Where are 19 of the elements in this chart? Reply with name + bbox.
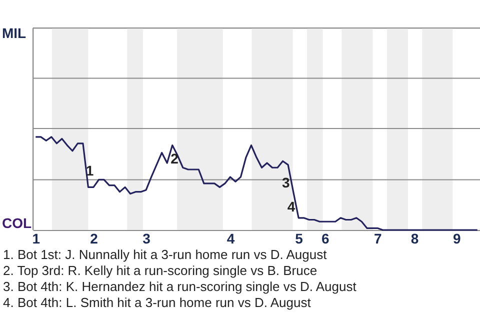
x-tick-label: 7 — [374, 230, 382, 246]
x-tick-label: 9 — [452, 230, 461, 246]
text: 2. Top 3rd: R. Kelly hit a run-scoring single vs B. Bruce — [3, 263, 318, 278]
x-tick-label: 5 — [295, 230, 304, 246]
annotation: 2 — [170, 150, 179, 166]
x-tick-label: 2 — [90, 230, 98, 246]
annotation: 1 — [86, 162, 94, 178]
x-tick-label: 6 — [321, 230, 330, 246]
annotation: 3 — [282, 174, 290, 190]
x-tick-label: 4 — [226, 230, 235, 246]
annotation: 4 — [287, 198, 296, 215]
text: COL — [2, 215, 32, 231]
text: 3. Bot 4th: K. Hernandez hit a run-scoring single vs D. August — [3, 279, 357, 294]
x-tick-label: 8 — [410, 230, 419, 246]
text: 1. Bot 1st: J. Nunnally hit a 3-run home run vs D. August — [3, 247, 328, 262]
text: MIL — [2, 25, 27, 41]
x-tick-label: 1 — [32, 230, 40, 246]
text: 4. Bot 4th: L. Smith hit a 3-run home run vs D. August — [3, 295, 312, 310]
x-tick-label: 3 — [142, 230, 151, 246]
